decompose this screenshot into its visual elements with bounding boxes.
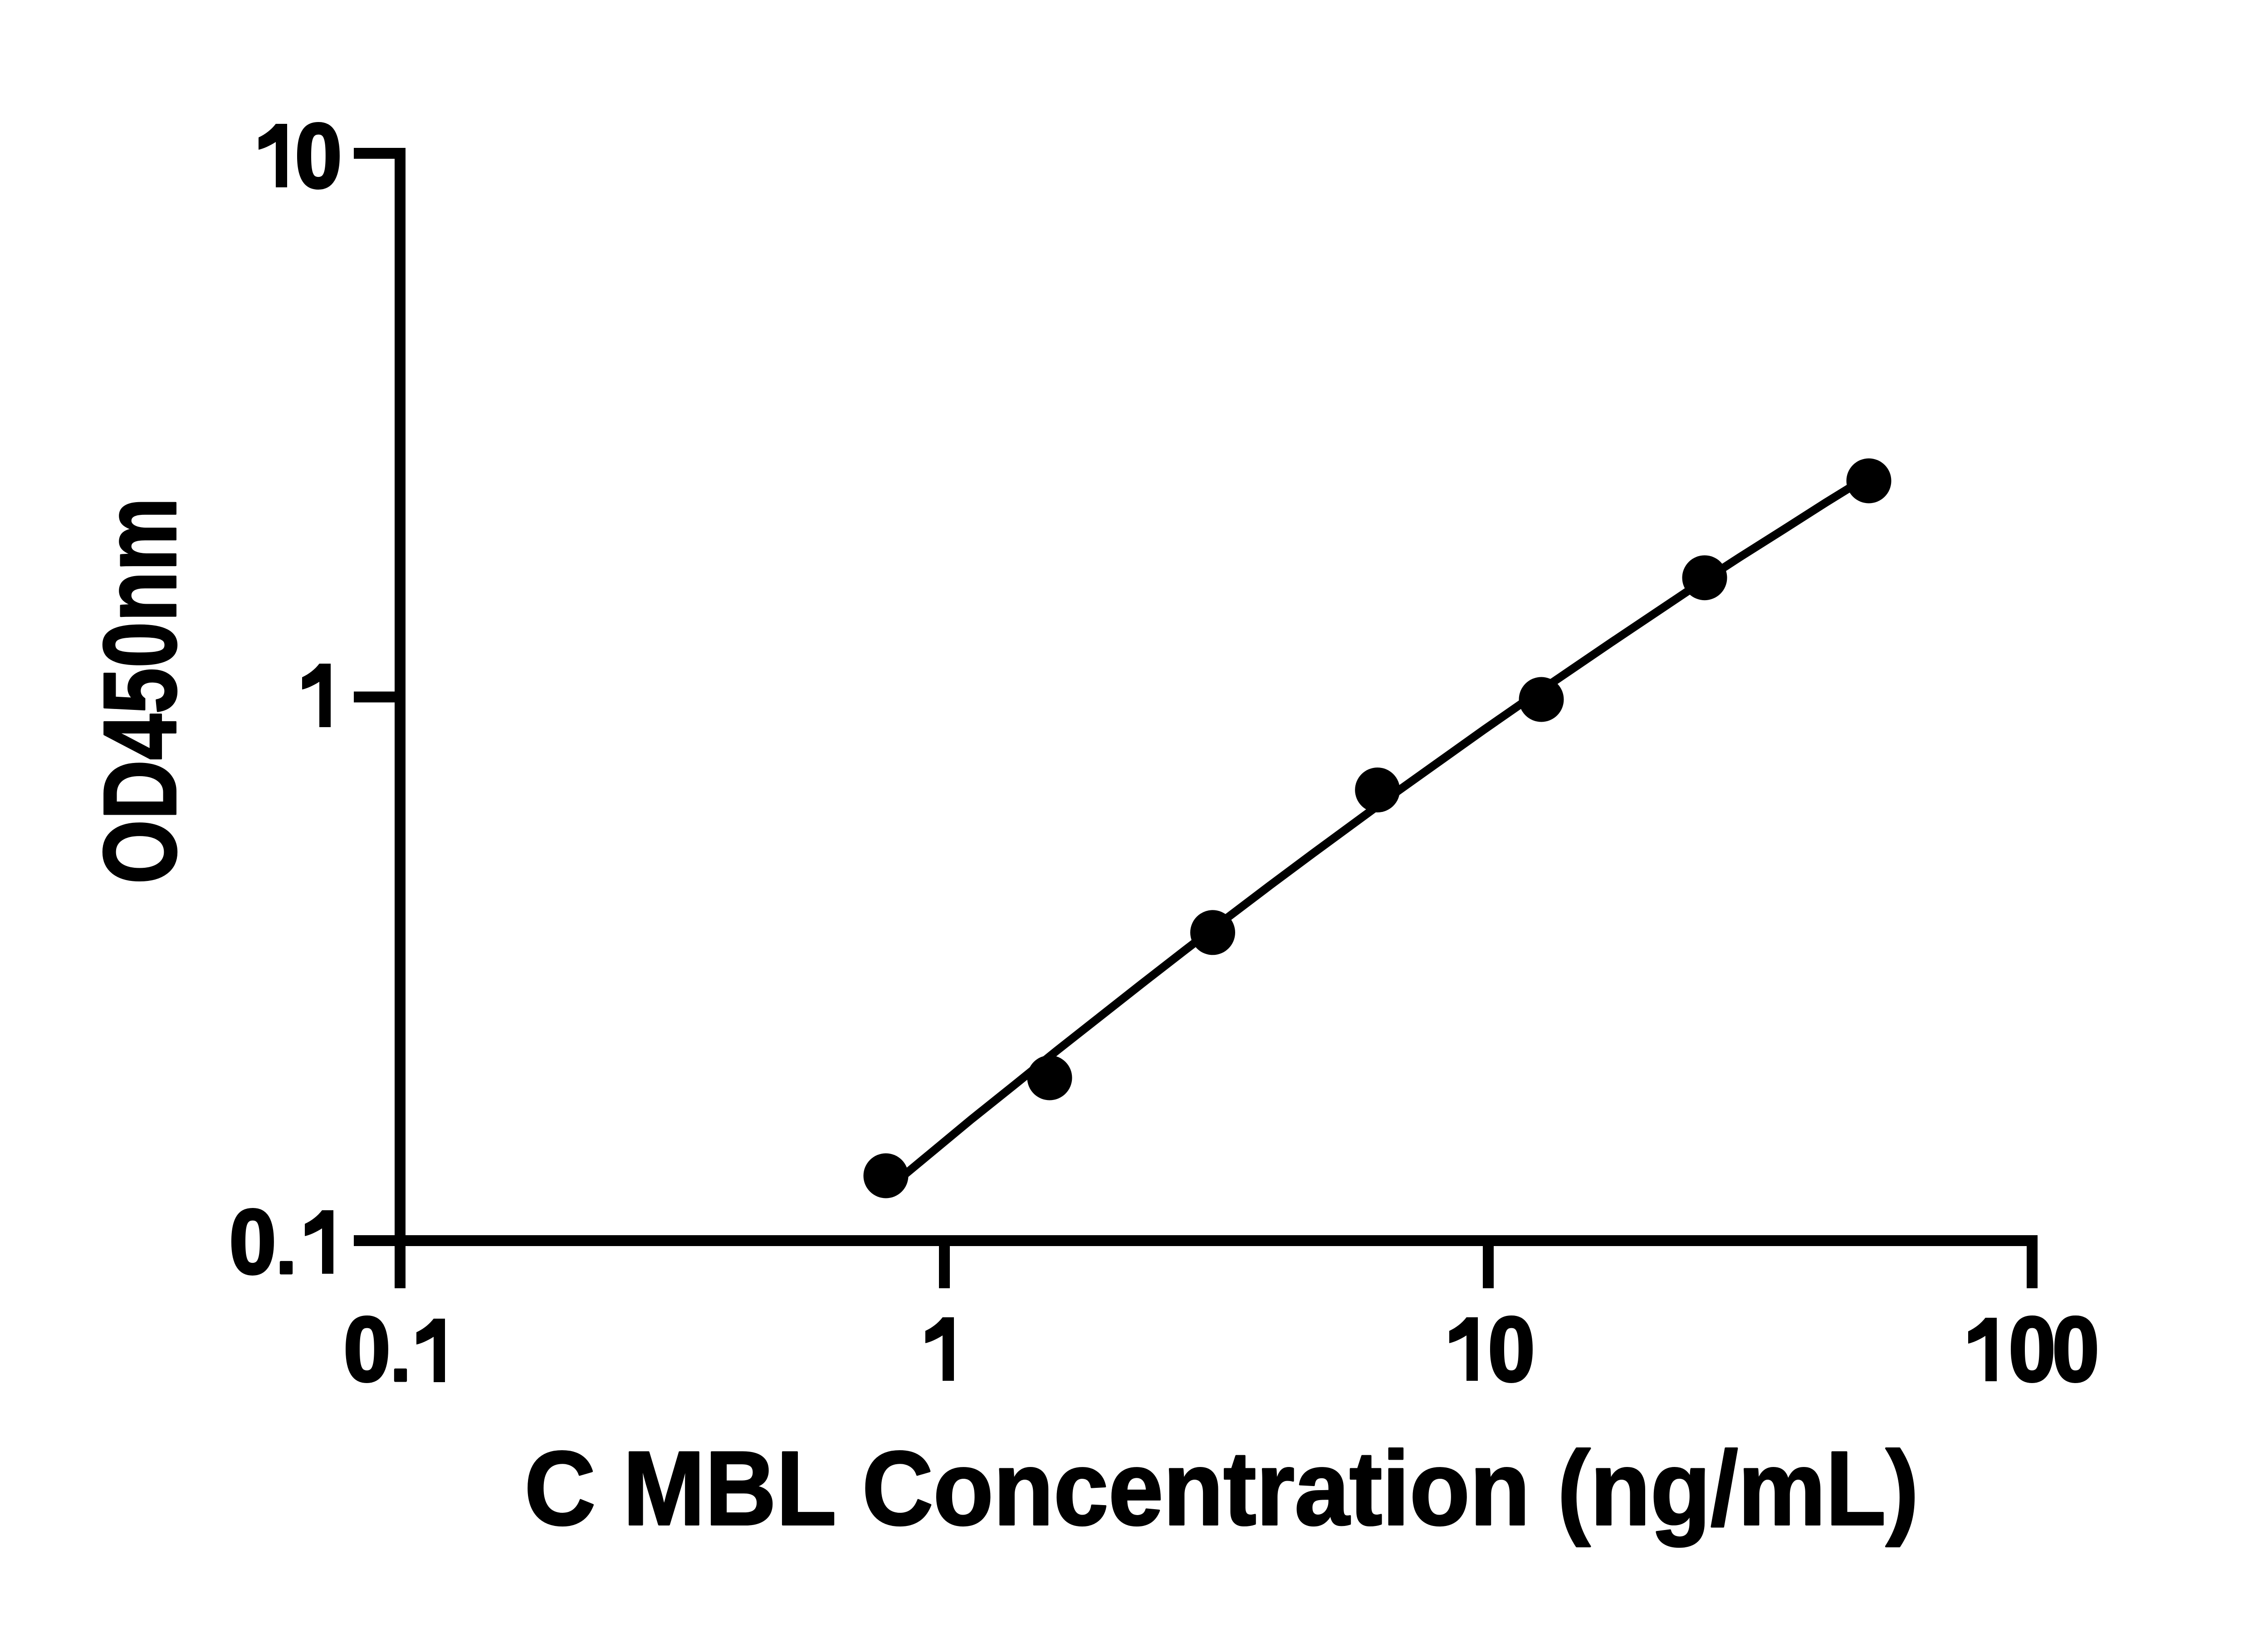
svg-text:OD450nm: OD450nm (82, 498, 198, 884)
svg-text:0: 0 (229, 1191, 276, 1293)
svg-text:0: 0 (2052, 1298, 2099, 1401)
svg-text:C MBL Concentration (ng/mL): C MBL Concentration (ng/mL) (524, 1429, 1919, 1547)
svg-text:.: . (276, 1206, 297, 1290)
svg-text:0: 0 (1488, 1298, 1535, 1401)
svg-text:.: . (390, 1313, 411, 1397)
svg-text:0: 0 (2009, 1298, 2055, 1401)
svg-text:0: 0 (295, 105, 342, 207)
svg-text:0: 0 (343, 1298, 390, 1401)
